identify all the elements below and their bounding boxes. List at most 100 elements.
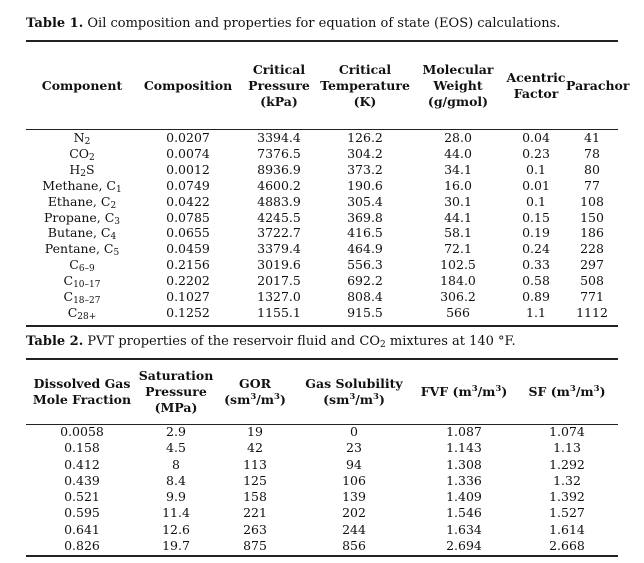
weight-cell: 566 (446, 304, 470, 320)
gor-cell: 875 (243, 538, 267, 554)
component-cell: Propane, C3 (43, 209, 121, 227)
sf-cell: 1.074 (549, 424, 585, 439)
header-component: Component (41, 78, 123, 93)
acentric-cell: 0.19 (522, 225, 550, 241)
table-row: 0.412 8 113 94 1.308 1.292 (26, 457, 618, 473)
pressure-cell: 1155.1 (257, 304, 301, 320)
table-row: C28+ 0.1252 1155.1 915.5 566 1.1 1112 (26, 304, 618, 322)
gas-solubility-cell: 23 (346, 440, 362, 456)
temperature-cell: 692.2 (347, 273, 383, 289)
temperature-cell: 369.8 (347, 209, 383, 225)
header-acentric-factor: Acentric Factor (506, 70, 566, 101)
acentric-cell: 0.01 (522, 177, 550, 193)
table-row: H2S 0.0012 8936.9 373.2 34.1 0.1 80 (26, 161, 618, 179)
component-cell: Methane, C1 (42, 177, 122, 195)
parachor-cell: 186 (580, 225, 604, 241)
fvf-cell: 1.308 (446, 456, 482, 472)
table-row: Pentane, C5 0.0459 3379.4 464.9 72.1 0.24 228 (26, 241, 618, 259)
parachor-cell: 150 (580, 209, 604, 225)
saturation-pressure-cell: 4.5 (166, 440, 186, 456)
table2-label: Table 2. (26, 334, 84, 349)
header-parachor: Parachor (566, 78, 630, 93)
acentric-cell: 0.04 (522, 130, 550, 145)
temperature-cell: 416.5 (347, 225, 383, 241)
table-row: 0.641 12.6 263 244 1.634 1.614 (26, 522, 618, 538)
temperature-cell: 915.5 (347, 304, 383, 320)
sf-cell: 1.392 (549, 489, 585, 505)
pressure-cell: 4600.2 (257, 177, 301, 193)
component-cell: C10–17 (63, 273, 101, 291)
parachor-cell: 297 (580, 257, 604, 273)
parachor-cell: 80 (584, 161, 600, 177)
gas-solubility-cell: 244 (342, 521, 366, 537)
pressure-cell: 7376.5 (257, 145, 301, 161)
table-row: C18–27 0.1027 1327.0 808.4 306.2 0.89 771 (26, 289, 618, 307)
header-composition: Composition (143, 78, 233, 93)
composition-cell: 0.0459 (166, 241, 210, 257)
dissolved-gas-cell: 0.595 (64, 505, 100, 521)
weight-cell: 28.0 (444, 130, 472, 145)
dissolved-gas-cell: 0.0058 (60, 424, 104, 439)
fvf-cell: 1.143 (446, 440, 482, 456)
dissolved-gas-cell: 0.521 (64, 489, 100, 505)
table-row: 0.158 4.5 42 23 1.143 1.13 (26, 440, 618, 456)
weight-cell: 30.1 (444, 193, 472, 209)
pressure-cell: 3394.4 (257, 130, 301, 145)
acentric-cell: 0.89 (522, 289, 550, 305)
weight-cell: 72.1 (444, 241, 472, 257)
dissolved-gas-cell: 0.826 (64, 538, 100, 554)
header-gas-solubility: Gas Solubility (sm3/m3) (305, 376, 403, 407)
component-cell: Butane, C4 (47, 225, 117, 243)
component-cell: C6–9 (69, 257, 95, 275)
component-cell: C28+ (67, 304, 97, 322)
composition-cell: 0.0207 (166, 130, 210, 145)
table-row: 0.826 19.7 875 856 2.694 2.668 (26, 538, 618, 554)
weight-cell: 102.5 (440, 257, 476, 273)
table-row: CO2 0.0074 7376.5 304.2 44.0 0.23 78 (26, 145, 618, 163)
gor-cell: 263 (243, 521, 267, 537)
acentric-cell: 0.1 (526, 193, 546, 209)
composition-cell: 0.2202 (166, 273, 210, 289)
parachor-cell: 508 (580, 273, 604, 289)
pressure-cell: 3019.6 (257, 257, 301, 273)
table1-bottom-rule (26, 325, 618, 327)
temperature-cell: 304.2 (347, 145, 383, 161)
dissolved-gas-cell: 0.412 (64, 456, 100, 472)
fvf-cell: 1.409 (446, 489, 482, 505)
gor-cell: 113 (243, 456, 267, 472)
temperature-cell: 556.3 (347, 257, 383, 273)
table-row: Methane, C1 0.0749 4600.2 190.6 16.0 0.01 77 (26, 177, 618, 195)
gor-cell: 42 (247, 440, 263, 456)
acentric-cell: 0.58 (522, 273, 550, 289)
dissolved-gas-cell: 0.158 (64, 440, 100, 456)
gas-solubility-cell: 106 (342, 472, 366, 488)
sf-cell: 1.13 (553, 440, 581, 456)
dissolved-gas-cell: 0.641 (64, 521, 100, 537)
fvf-cell: 1.546 (446, 505, 482, 521)
composition-cell: 0.2156 (166, 257, 210, 273)
saturation-pressure-cell: 8.4 (166, 472, 186, 488)
composition-cell: 0.1027 (166, 289, 210, 305)
parachor-cell: 77 (584, 177, 600, 193)
table1-body: N2 0.0207 3394.4 126.2 28.0 0.04 41 CO2 0.0074 73… (26, 130, 618, 321)
temperature-cell: 464.9 (347, 241, 383, 257)
gas-solubility-cell: 94 (346, 456, 362, 472)
acentric-cell: 0.15 (522, 209, 550, 225)
gas-solubility-cell: 202 (342, 505, 366, 521)
weight-cell: 44.0 (444, 145, 472, 161)
temperature-cell: 126.2 (347, 130, 383, 145)
table1-caption: Table 1. Oil composition and properties … (26, 16, 560, 32)
header-critical-pressure: Critical Pressure (kPa) (248, 62, 310, 109)
header-gor: GOR (sm3/m3) (224, 376, 286, 407)
saturation-pressure-cell: 19.7 (162, 538, 190, 554)
table-row: Propane, C3 0.0785 4245.5 369.8 44.1 0.15 150 (26, 209, 618, 227)
header-critical-temperature: Critical Temperature (K) (320, 62, 410, 109)
component-cell: Pentane, C5 (44, 241, 120, 259)
acentric-cell: 0.23 (522, 145, 550, 161)
table2-caption: Table 2. PVT properties of the reservoir… (26, 334, 516, 350)
gas-solubility-cell: 0 (350, 424, 358, 439)
component-cell: C18–27 (63, 289, 101, 307)
gor-cell: 158 (243, 489, 267, 505)
gas-solubility-cell: 856 (342, 538, 366, 554)
parachor-cell: 41 (584, 130, 600, 145)
